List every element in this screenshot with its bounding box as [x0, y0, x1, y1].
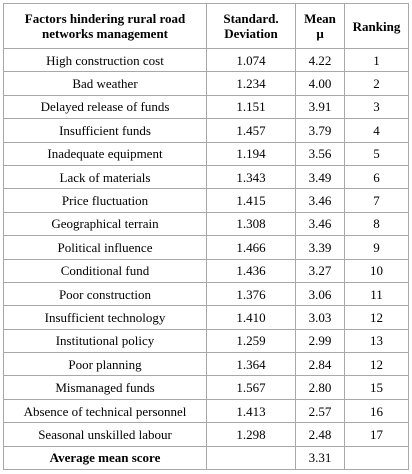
table-cell: Insufficient funds	[3, 118, 207, 143]
table-cell: Price fluctuation	[3, 188, 207, 213]
table-cell: Seasonal unskilled labour	[3, 422, 207, 447]
table-cell: Bad weather	[3, 71, 207, 96]
table-cell: Absence of technical personnel	[3, 398, 207, 424]
table-row: High construction cost 1.074 4.22 1	[3, 47, 409, 73]
footer-label: Average mean score	[3, 445, 207, 471]
table-row: Lack of materials 1.343 3.49 6	[3, 164, 409, 190]
table-cell: 1.567	[206, 375, 296, 400]
table-cell: Insufficient technology	[3, 305, 207, 330]
table-row: Geographical terrain 1.308 3.46 8	[3, 211, 409, 237]
table-cell: 4	[344, 118, 409, 143]
table-cell: 3.46	[295, 211, 345, 237]
table-cell: 1.376	[206, 281, 296, 307]
table-cell: 3	[344, 94, 409, 120]
table-cell: 3.03	[295, 305, 345, 330]
table-cell: 1.466	[206, 235, 296, 260]
table-cell: 9	[344, 235, 409, 260]
header-row: Factors hindering rural road networks ma…	[3, 3, 409, 49]
table-row: Inadequate equipment 1.194 3.56 5	[3, 141, 409, 166]
table-cell: 1.364	[206, 352, 296, 377]
table-row: Institutional policy 1.259 2.99 13	[3, 328, 409, 354]
table-row: Poor planning 1.364 2.84 12	[3, 352, 409, 377]
table-row: Political influence 1.466 3.39 9	[3, 235, 409, 260]
header-cell: Ranking	[344, 3, 409, 49]
table-cell: 16	[344, 398, 409, 424]
table-cell: Poor planning	[3, 352, 207, 377]
table-cell: High construction cost	[3, 47, 207, 73]
table-cell: Lack of materials	[3, 164, 207, 190]
table-cell: 1.415	[206, 188, 296, 213]
table-cell: 1.457	[206, 118, 296, 143]
table-cell: 1.410	[206, 305, 296, 330]
table-cell: 1.234	[206, 71, 296, 96]
table-body: High construction cost 1.074 4.22 1 Bad weat…	[3, 47, 409, 471]
header-cell: Mean μ	[295, 3, 345, 49]
table-cell: 3.46	[295, 188, 345, 213]
data-table: Factors hindering rural road networks ma…	[3, 3, 409, 471]
table-cell: 3.91	[295, 94, 345, 120]
table-cell: 7	[344, 188, 409, 213]
table-cell: 2.48	[295, 422, 345, 447]
table-row: Poor construction 1.376 3.06 11	[3, 281, 409, 307]
table-cell: Poor construction	[3, 281, 207, 307]
table-row: Mismanaged funds 1.567 2.80 15	[3, 375, 409, 400]
table-row: Conditional fund 1.436 3.27 10	[3, 258, 409, 283]
table-cell: 3.39	[295, 235, 345, 260]
table-cell: 2	[344, 71, 409, 96]
table-cell: 4.00	[295, 71, 345, 96]
table-cell: Mismanaged funds	[3, 375, 207, 400]
empty-cell	[344, 445, 409, 471]
table-cell: 6	[344, 164, 409, 190]
empty-cell	[206, 445, 296, 471]
table-row: Price fluctuation 1.415 3.46 7	[3, 188, 409, 213]
table-cell: 1.413	[206, 398, 296, 424]
table-row: Insufficient funds 1.457 3.79 4	[3, 118, 409, 143]
table-cell: 2.99	[295, 328, 345, 354]
table-cell: 1	[344, 47, 409, 73]
header-cell: Factors hindering rural road networks ma…	[3, 3, 207, 49]
table-cell: 1.151	[206, 94, 296, 120]
table-cell: 1.436	[206, 258, 296, 283]
table-row: Absence of technical personnel 1.413 2.57 1…	[3, 398, 409, 424]
table-row: Bad weather 1.234 4.00 2	[3, 71, 409, 96]
table-cell: Institutional policy	[3, 328, 207, 354]
table-cell: 17	[344, 422, 409, 447]
table-cell: 3.49	[295, 164, 345, 190]
table-cell: Geographical terrain	[3, 211, 207, 237]
table-cell: 5	[344, 141, 409, 166]
table-cell: 4.22	[295, 47, 345, 73]
table-cell: 12	[344, 305, 409, 330]
footer-mean: 3.31	[295, 445, 345, 471]
table-cell: 11	[344, 281, 409, 307]
table-row: Delayed release of funds 1.151 3.91 3	[3, 94, 409, 120]
table-row: Seasonal unskilled labour 1.298 2.48 17	[3, 422, 409, 447]
table-cell: 3.06	[295, 281, 345, 307]
table-cell: 3.27	[295, 258, 345, 283]
table-cell: 10	[344, 258, 409, 283]
table-cell: 12	[344, 352, 409, 377]
table-cell: 3.79	[295, 118, 345, 143]
header-cell: Standard. Deviation	[206, 3, 296, 49]
table-cell: 2.84	[295, 352, 345, 377]
table-cell: 1.298	[206, 422, 296, 447]
table-cell: 1.308	[206, 211, 296, 237]
table-cell: 1.074	[206, 47, 296, 73]
table-cell: Inadequate equipment	[3, 141, 207, 166]
table-cell: 1.259	[206, 328, 296, 354]
table-cell: 3.56	[295, 141, 345, 166]
table-cell: Delayed release of funds	[3, 94, 207, 120]
table-cell: Political influence	[3, 235, 207, 260]
table-row: Insufficient technology 1.410 3.03 12	[3, 305, 409, 330]
table-cell: 2.80	[295, 375, 345, 400]
table-cell: 15	[344, 375, 409, 400]
table-cell: 2.57	[295, 398, 345, 424]
table-cell: Conditional fund	[3, 258, 207, 283]
table-cell: 1.343	[206, 164, 296, 190]
footer-row: Average mean score 3.31	[3, 445, 409, 471]
table-cell: 8	[344, 211, 409, 237]
table-cell: 1.194	[206, 141, 296, 166]
table-cell: 13	[344, 328, 409, 354]
